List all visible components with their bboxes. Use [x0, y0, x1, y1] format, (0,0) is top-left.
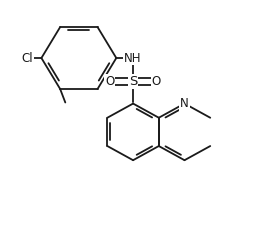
Text: Cl: Cl: [21, 52, 33, 64]
Text: NH: NH: [124, 52, 142, 64]
Text: O: O: [152, 75, 161, 88]
Text: N: N: [180, 97, 189, 110]
Text: O: O: [105, 75, 115, 88]
Text: S: S: [129, 75, 137, 88]
